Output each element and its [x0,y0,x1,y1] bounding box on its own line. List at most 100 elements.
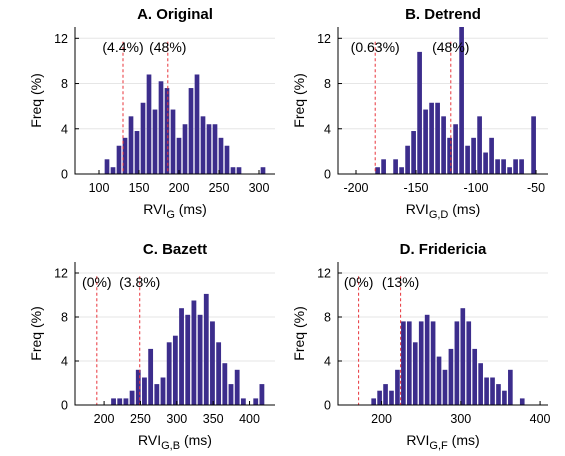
y-tick-label: 0 [324,399,331,413]
histogram-bar [236,167,242,174]
y-tick-label: 12 [317,267,331,281]
x-tick-label: 200 [371,412,392,426]
histogram-bar [405,145,410,174]
histogram-bar [123,398,129,405]
histogram-bar [477,116,482,174]
histogram-bar [117,398,123,405]
x-tick-label: 350 [203,412,224,426]
histogram-bar [160,377,166,405]
histogram-bar [395,369,400,405]
x-tick-label: -100 [463,181,488,195]
y-axis-label: Freq (%) [28,306,44,360]
histogram-bar [197,314,203,405]
histogram-bar [489,137,494,174]
histogram-bar [471,137,476,174]
y-tick-label: 0 [324,168,331,182]
histogram-bar [442,369,448,405]
x-axis-label: RVIG,B (ms) [138,432,212,452]
histogram-bar [466,321,472,405]
histogram-bar [176,137,182,174]
histogram-bar [146,74,152,174]
histogram-bar [447,137,452,174]
histogram-bar [453,124,458,174]
x-tick-label: -50 [527,181,545,195]
x-axis-label-unit: (ms) [448,432,480,448]
x-tick-label: 250 [209,181,230,195]
y-tick-label: 8 [324,77,331,91]
x-axis-label-main: RVI [406,432,429,448]
histogram-bar [483,152,488,174]
histogram-bar [253,398,259,405]
y-axis-label: Freq (%) [28,73,44,127]
histogram-bar [200,116,206,174]
y-tick-label: 8 [61,311,68,325]
histogram-bar [140,102,146,174]
histogram-bar [429,102,434,174]
x-tick-label: 300 [166,412,187,426]
y-tick-label: 0 [61,399,68,413]
histogram-bar [185,314,191,405]
subplot-title: B. Detrend [405,6,481,23]
x-axis-label-subscript: G [166,209,175,221]
y-tick-label: 4 [61,355,68,369]
x-axis-label: RVIG,D (ms) [406,201,481,221]
histogram-bar [412,342,418,405]
histogram-bar [519,398,525,405]
histogram-bar [129,390,135,405]
x-axis-label-unit: (ms) [180,432,212,448]
x-axis-label-subscript: G,F [429,440,448,452]
histogram-bar [134,131,140,174]
histogram-bar [459,27,464,174]
x-axis-label: RVIG,F (ms) [406,432,479,452]
x-axis-label-main: RVI [406,201,429,217]
x-tick-label: 200 [94,412,115,426]
histogram-bar [465,145,470,174]
x-tick-label: 400 [530,412,551,426]
subplot-b: (0.63%) (48%) 0 4 8 12 -200 -150 -100 -50 B. Detre… [291,6,548,221]
histogram-bar [234,369,240,405]
subplot-d: (0%) (13%) 0 4 8 12 200 300 400 D. Fridericia Freq… [291,241,551,452]
histogram-bar [423,109,428,174]
reference-label: (13%) [382,274,419,290]
histogram-bar [142,377,147,405]
histogram-bar [116,145,122,174]
x-tick-label: 300 [249,181,270,195]
reference-label: (0%) [344,274,374,290]
histogram-bar [484,377,489,405]
histogram-bar [111,398,116,405]
reference-label: (0%) [82,274,112,290]
x-tick-label: -150 [403,181,428,195]
histogram-bar [508,369,513,405]
x-tick-label: -200 [343,181,368,195]
histogram-bar [393,159,398,174]
histogram-bar [135,369,141,405]
histogram-bar [389,390,394,405]
histogram-bar [478,363,483,405]
y-axis-label: Freq (%) [291,306,307,360]
x-tick-label: 100 [89,181,110,195]
subplot-c: (0%) (3.8%) 0 4 8 12 200 250 300 350 400 C. Bazett F… [28,241,275,452]
x-tick-label: 150 [129,181,150,195]
histogram-bar [371,398,376,405]
histogram-bar [128,116,134,174]
histogram-bar [435,102,440,174]
histogram-bar [154,384,160,405]
histogram-bar [179,308,184,405]
histogram-bar [531,116,536,174]
x-axis-label-unit: (ms) [175,201,207,217]
histogram-bar [210,321,215,405]
x-axis-label-main: RVI [143,201,166,217]
histogram-bar [240,398,246,405]
histogram-bar [490,377,495,405]
histogram-bar [164,88,170,174]
histogram-bar [454,321,460,405]
histogram-bar [411,131,416,174]
histogram-bar [194,74,200,174]
y-tick-label: 8 [61,77,68,91]
histogram-bar [170,109,176,174]
histogram-bar [513,159,518,174]
histogram-bar [424,314,430,405]
histogram-bar [441,116,446,174]
y-tick-label: 4 [61,122,68,136]
